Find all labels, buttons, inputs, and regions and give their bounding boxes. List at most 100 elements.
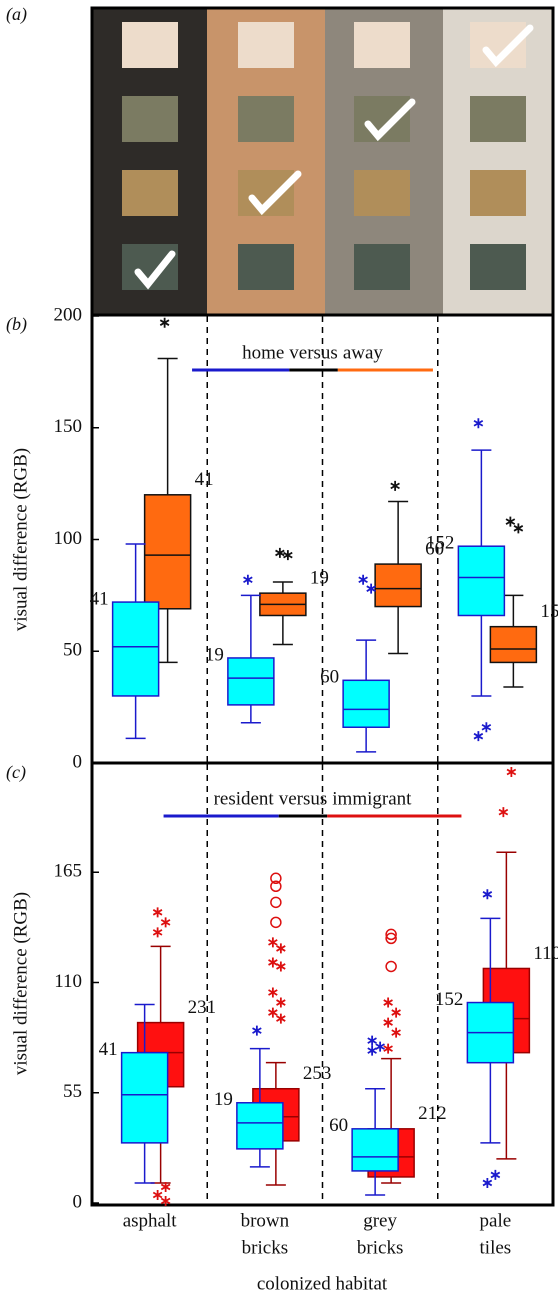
y-tick-label: 0 [73, 1191, 83, 1212]
sample-size-label: 60 [320, 667, 339, 688]
outlier [275, 547, 285, 558]
sample-size-label: 212 [418, 1103, 447, 1124]
checkmarks [134, 24, 534, 290]
panel-label: (b) [6, 314, 27, 335]
outlier [482, 889, 493, 900]
outlier [367, 1045, 377, 1056]
sample-size-label: 152 [426, 533, 455, 554]
outlier-circle [270, 880, 282, 893]
outlier [473, 731, 484, 742]
x-axis-label: colonized habitat [257, 1273, 388, 1294]
box [342, 679, 390, 728]
x-tick-label: pale [480, 1210, 512, 1231]
outlier [268, 1007, 278, 1018]
outlier [505, 516, 516, 527]
outlier-circle [270, 896, 282, 909]
outlier [498, 807, 509, 818]
outlier [268, 987, 278, 998]
outlier-circle [270, 872, 282, 885]
outlier [268, 937, 278, 948]
legend-joiner: versus [279, 788, 328, 809]
outlier [276, 1013, 286, 1024]
sample-size-label: 19 [214, 1089, 233, 1110]
outlier [283, 550, 293, 561]
box [120, 1051, 169, 1144]
figure-frame [90, 6, 555, 1207]
x-tick-label: tiles [480, 1237, 512, 1258]
sample-size-label: 253 [303, 1063, 332, 1084]
outlier [383, 1043, 393, 1054]
outlier [391, 1027, 401, 1038]
outlier [482, 1177, 493, 1188]
box [489, 625, 538, 664]
y-tick-label: 110 [54, 971, 82, 992]
box [227, 657, 275, 706]
box [351, 1128, 399, 1172]
sample-size-label: 41 [195, 469, 214, 490]
outlier [152, 1189, 163, 1200]
outlier [383, 1017, 393, 1028]
outlier [268, 957, 278, 968]
outlier [276, 943, 286, 954]
sample-size-label: 152 [435, 989, 464, 1010]
x-tick-label: bricks [357, 1237, 403, 1258]
outlier [276, 961, 286, 972]
outlier [276, 997, 286, 1008]
outlier [358, 574, 368, 585]
outlier [506, 767, 517, 778]
panel-label: (c) [6, 762, 26, 783]
y-axis-label: visual difference (RGB) [10, 448, 31, 631]
legend-joiner: versus [289, 342, 338, 363]
outlier [513, 523, 524, 534]
outlier [481, 722, 492, 733]
outlier [252, 1025, 262, 1036]
legend-label: immigrant [332, 788, 412, 809]
outlier [390, 480, 400, 491]
sample-size-label: 41 [99, 1039, 118, 1060]
sample-size-label: 231 [188, 997, 217, 1018]
y-tick-label: 200 [54, 304, 83, 325]
outlier-circle [385, 932, 397, 945]
legend: resident versus immigrant [163, 788, 462, 818]
sample-size-label: 19 [205, 644, 224, 665]
legend: home versus away [192, 342, 433, 372]
y-tick-label: 55 [63, 1081, 82, 1102]
x-tick-label: brown [241, 1210, 290, 1231]
outlier [243, 574, 253, 585]
legend-label: home [242, 342, 284, 363]
panel-label: (a) [6, 4, 27, 25]
box [236, 1102, 284, 1150]
outlier [160, 1181, 171, 1192]
legend-label: resident [214, 788, 275, 809]
y-tick-label: 150 [54, 416, 83, 437]
y-tick-label: 100 [54, 528, 83, 549]
legend-label: away [343, 342, 384, 363]
outlier [152, 927, 163, 938]
box [143, 494, 192, 610]
sample-size-label: 110 [533, 943, 558, 964]
sample-size-label: 19 [310, 567, 329, 588]
sample-size-label: 60 [329, 1115, 348, 1136]
outlier-circle [385, 960, 397, 973]
outlier [160, 1196, 171, 1206]
outlier [152, 907, 163, 918]
outlier [160, 917, 171, 928]
box [111, 601, 160, 697]
y-tick-label: 50 [63, 640, 82, 661]
outlier [159, 317, 170, 328]
outlier [375, 1041, 385, 1052]
outlier [473, 418, 484, 429]
outlier-circle [270, 916, 282, 929]
x-tick-label: grey [363, 1210, 397, 1231]
x-tick-label: asphalt [123, 1210, 178, 1231]
sample-size-label: 60 [425, 538, 444, 559]
outlier [367, 1035, 377, 1046]
x-tick-label: bricks [242, 1237, 288, 1258]
sample-size-label: 41 [90, 588, 109, 609]
outlier-circle [385, 928, 397, 941]
y-tick-label: 165 [54, 861, 83, 882]
outlier [366, 583, 376, 594]
outlier [391, 1007, 401, 1018]
box [374, 563, 422, 608]
